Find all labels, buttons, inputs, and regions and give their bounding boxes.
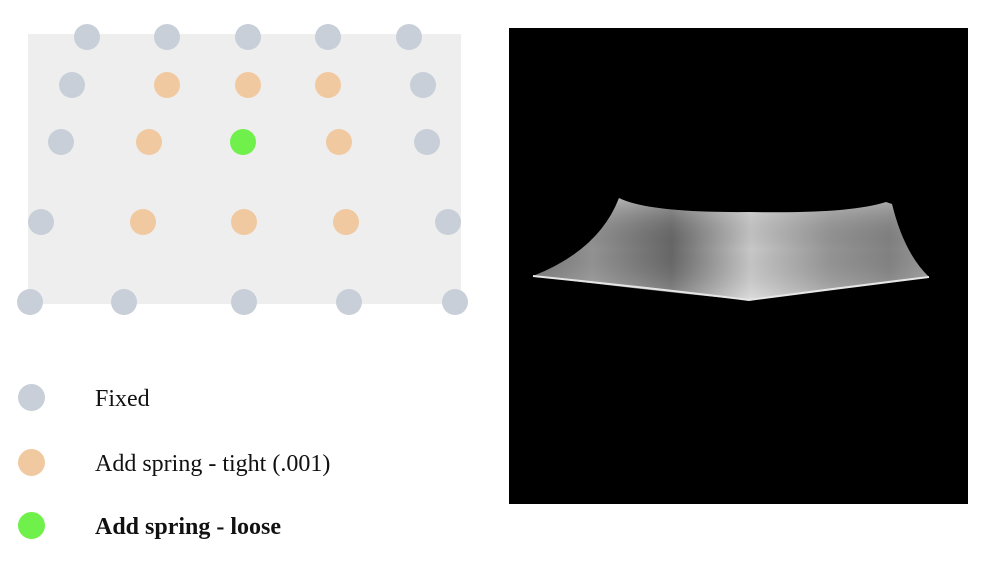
cloth-surface-render — [532, 198, 930, 302]
grid-node-fixed — [28, 209, 54, 235]
grid-node-tight — [154, 72, 180, 98]
cloth-shading — [533, 198, 929, 300]
grid-node-fixed — [435, 209, 461, 235]
grid-node-fixed — [396, 24, 422, 50]
cloth-render-view — [509, 28, 968, 504]
grid-node-fixed — [17, 289, 43, 315]
grid-node-fixed — [111, 289, 137, 315]
grid-node-fixed — [336, 289, 362, 315]
grid-node-tight — [136, 129, 162, 155]
tight-spring-swatch — [18, 449, 45, 476]
grid-node-tight — [130, 209, 156, 235]
cloth-front-edge — [532, 275, 930, 302]
legend-label-fixed: Fixed — [95, 386, 150, 412]
grid-node-fixed — [59, 72, 85, 98]
grid-node-tight — [326, 129, 352, 155]
grid-node-tight — [231, 209, 257, 235]
loose-spring-swatch — [18, 512, 45, 539]
grid-node-fixed — [231, 289, 257, 315]
grid-node-tight — [235, 72, 261, 98]
legend-label-tight: Add spring - tight (.001) — [95, 451, 331, 477]
grid-node-loose — [230, 129, 256, 155]
grid-node-fixed — [410, 72, 436, 98]
grid-node-fixed — [414, 129, 440, 155]
grid-node-tight — [333, 209, 359, 235]
grid-node-fixed — [74, 24, 100, 50]
legend-label-loose: Add spring - loose — [95, 514, 282, 540]
fixed-node-swatch — [18, 384, 45, 411]
grid-node-fixed — [235, 24, 261, 50]
grid-node-fixed — [442, 289, 468, 315]
grid-node-tight — [315, 72, 341, 98]
grid-node-fixed — [154, 24, 180, 50]
grid-node-fixed — [48, 129, 74, 155]
grid-node-fixed — [315, 24, 341, 50]
